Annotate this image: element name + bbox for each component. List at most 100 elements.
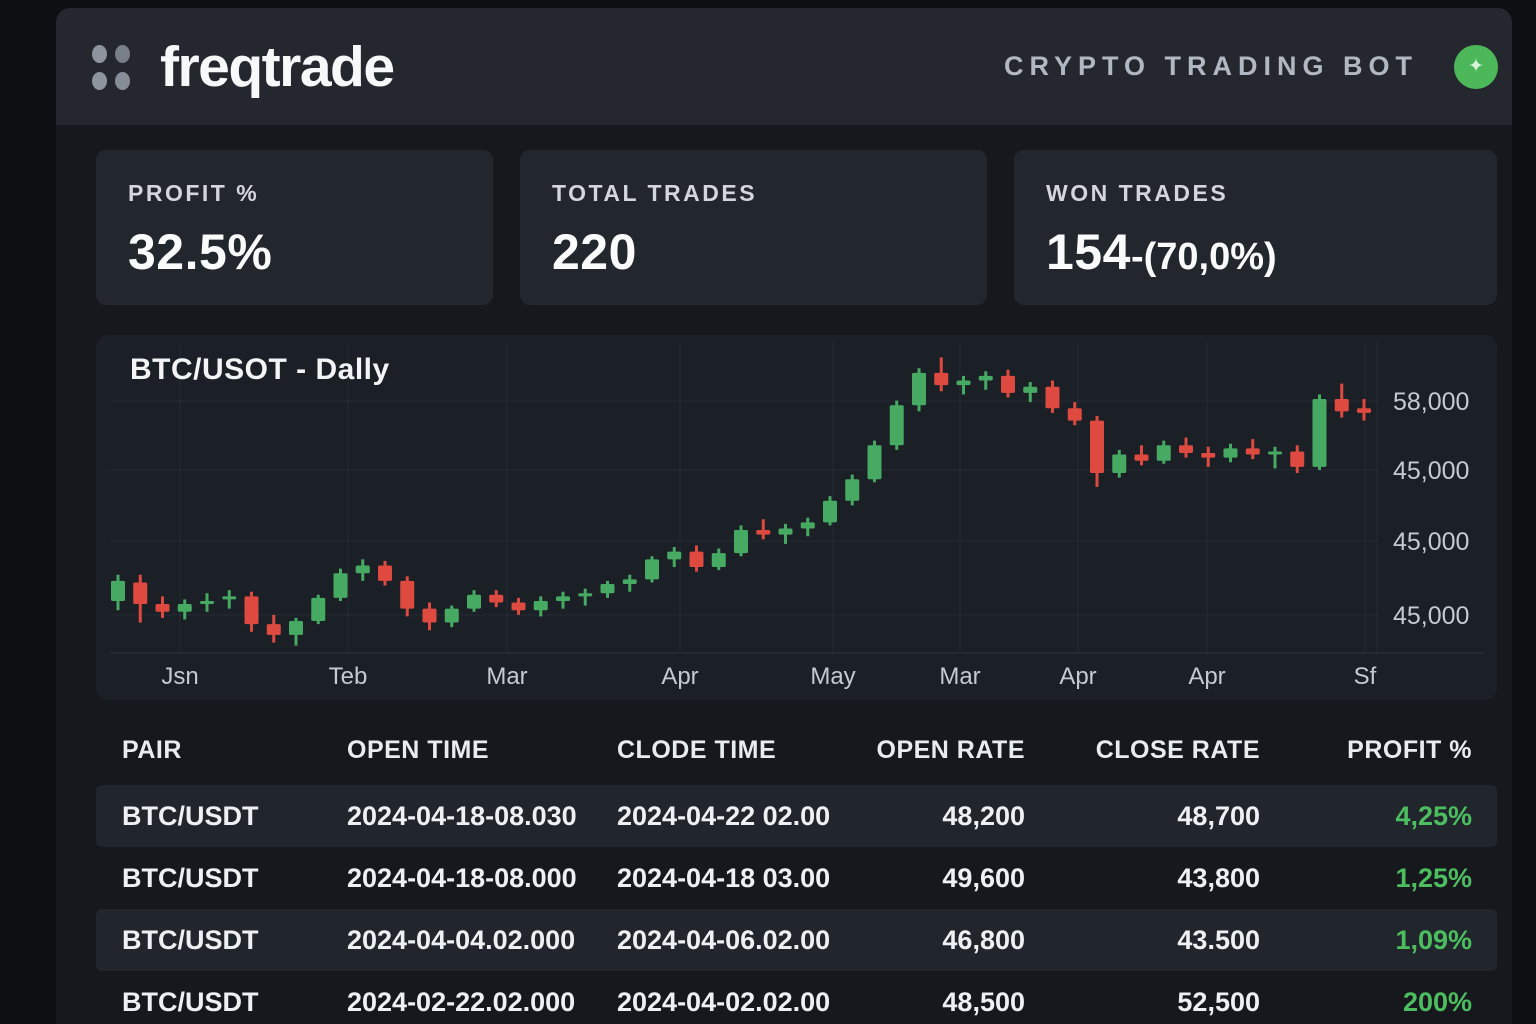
cell-open-rate: 48,500 (942, 986, 1025, 1017)
candle (711, 548, 726, 571)
price-chart-panel: BTC/USOT - Dally Jsn Teb Mar Apr May Mar Apr Ap… (96, 335, 1497, 700)
candle (1268, 446, 1282, 469)
cell-close-rate: 43,800 (1177, 862, 1260, 893)
stat-value-suffix: -(70,0%) (1130, 236, 1277, 278)
stat-card-won-trades: WON TRADES 154-(70,0%) (1014, 150, 1497, 305)
trades-table: PAIR OPEN TIME CLODE TIME OPEN RATE CLOSE RA… (96, 715, 1497, 1024)
x-axis-label: Apr (1188, 663, 1225, 690)
cell-pair: BTC/USDT (122, 862, 259, 893)
x-axis-label: Jsn (161, 663, 198, 690)
x-axis-label: Sf (1354, 663, 1377, 690)
stat-value: 154-(70,0%) (1046, 224, 1277, 280)
logo-dot (115, 45, 130, 63)
stats-row: PROFIT % 32.5% TOTAL TRADES 220 WON TRAD… (96, 150, 1497, 305)
cell-clode-time: 2024-04-22 02.00 (617, 800, 831, 831)
candle (800, 517, 815, 537)
candle (845, 474, 860, 506)
table-row[interactable]: BTC/USDT 2024-04-18-08.030 2024-04-22 02.0… (96, 785, 1497, 847)
cell-clode-time: 2024-04-06.02.00 (617, 924, 831, 955)
candle (511, 597, 526, 615)
cell-profit-: 200% (1402, 986, 1472, 1017)
candle (1179, 437, 1193, 458)
logo-text: freqtrade (160, 34, 395, 99)
y-axis-label: 45,000 (1393, 602, 1469, 630)
four-dot-grid-icon (92, 45, 130, 90)
main-content: PROFIT % 32.5% TOTAL TRADES 220 WON TRAD… (56, 150, 1512, 1024)
logo-dot (92, 72, 107, 90)
candle (266, 614, 281, 643)
candle (1067, 402, 1082, 426)
candle (200, 593, 214, 612)
candle (978, 371, 993, 390)
cell-clode-time: 2024-04-18 03.00 (617, 862, 831, 893)
stat-label: TOTAL TRADES (552, 180, 758, 206)
x-axis-label: Apr (1059, 663, 1096, 690)
candle (1134, 445, 1149, 466)
x-axis-label: Apr (661, 663, 698, 690)
candle (667, 547, 682, 568)
cell-clode-time: 2024-04-02.02.00 (617, 986, 831, 1017)
y-axis-label: 58,000 (1393, 388, 1469, 416)
candle (444, 605, 459, 628)
stat-card-profit: PROFIT % 32.5% (96, 150, 493, 305)
candle (1357, 399, 1371, 421)
y-axis-label: 45,000 (1393, 528, 1469, 556)
table-row[interactable]: BTC/USDT 2024-04-04.02.000 2024-04-06.02.0… (96, 909, 1497, 971)
cell-pair: BTC/USDT (122, 800, 259, 831)
cell-pair: BTC/USDT (122, 924, 259, 955)
candle (333, 568, 348, 601)
status-diamond-icon: ✦ (1468, 56, 1484, 77)
cell-close-rate: 43.500 (1177, 924, 1260, 955)
candle (1156, 440, 1171, 464)
stat-card-total-trades: TOTAL TRADES 220 (520, 150, 987, 305)
candle (600, 580, 615, 598)
candle (1245, 439, 1260, 460)
candle (689, 545, 704, 572)
column-header: OPEN TIME (347, 735, 490, 764)
column-header: OPEN RATE (876, 735, 1025, 764)
column-header: CLOSE RATE (1095, 735, 1260, 764)
app-header: freqtrade CRYPTO TRADING BOT ✦ (56, 8, 1512, 125)
stat-value: 32.5% (128, 224, 273, 280)
candle (1023, 382, 1038, 403)
candle (1334, 383, 1349, 418)
cell-open-time: 2024-04-18-08.030 (347, 800, 577, 831)
candle (934, 357, 949, 392)
x-axis-label: May (810, 663, 855, 690)
candle (756, 519, 771, 540)
candle (645, 556, 659, 583)
candle (111, 574, 125, 611)
cell-open-rate: 48,200 (942, 800, 1025, 831)
app-window: freqtrade CRYPTO TRADING BOT ✦ PROFIT % … (56, 8, 1512, 1024)
candle (311, 594, 326, 625)
cell-profit-: 1,09% (1395, 924, 1472, 955)
bot-status-indicator: ✦ (1454, 44, 1498, 89)
cell-open-time: 2024-02-22.02.000 (347, 986, 576, 1017)
candle (222, 590, 237, 609)
candle (422, 602, 437, 631)
candle (1312, 394, 1327, 470)
logo: freqtrade (92, 34, 395, 100)
candle (578, 588, 593, 606)
candle (912, 368, 926, 412)
header-right: CRYPTO TRADING BOT ✦ (1003, 44, 1498, 89)
app-tagline: CRYPTO TRADING BOT (1003, 51, 1418, 81)
table-row[interactable]: BTC/USDT 2024-02-22.02.000 2024-04-02.02.0… (96, 971, 1497, 1024)
cell-profit-: 1,25% (1395, 862, 1472, 893)
candle (622, 574, 637, 592)
table-row[interactable]: BTC/USDT 2024-04-18-08.000 2024-04-18 03.0… (96, 847, 1497, 909)
stat-label: PROFIT % (128, 180, 260, 206)
candlestick-chart[interactable]: Jsn Teb Mar Apr May Mar Apr Apr Sf 58,000 45,000 45… (96, 335, 1497, 700)
chart-title: BTC/USOT - Dally (130, 353, 390, 386)
candle (1290, 445, 1305, 474)
candle (289, 617, 303, 646)
candle (133, 574, 148, 623)
candle (533, 596, 548, 617)
candle (1090, 415, 1104, 487)
cell-close-rate: 52,500 (1177, 986, 1260, 1017)
candle (244, 591, 259, 632)
candle (889, 400, 904, 450)
cell-close-rate: 48,700 (1177, 800, 1260, 831)
cell-open-time: 2024-04-18-08.000 (347, 862, 577, 893)
candle (823, 496, 837, 526)
